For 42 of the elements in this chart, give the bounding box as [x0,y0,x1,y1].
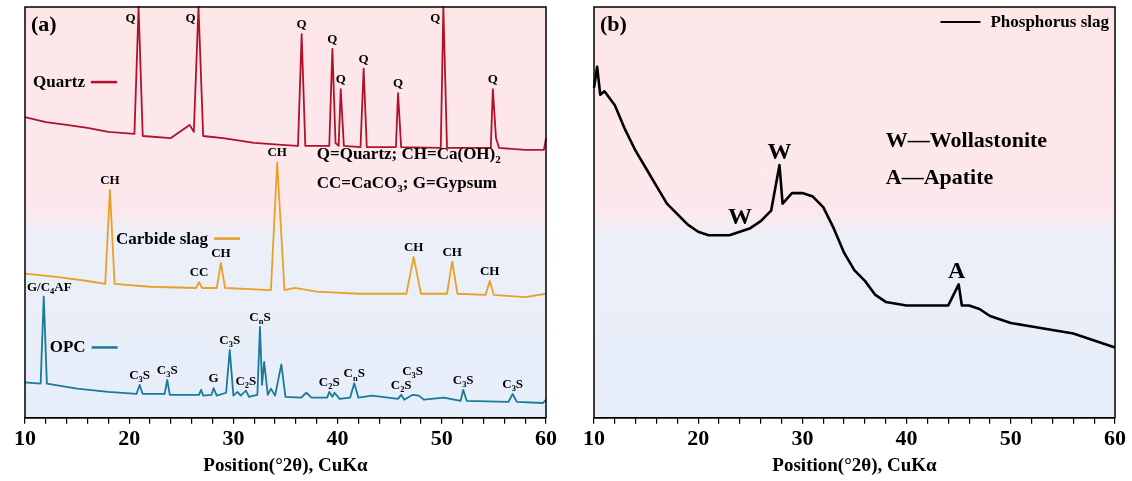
annotation: A—Apatite [885,164,994,190]
annotation: CH [100,171,120,187]
x-tick-label: 50 [999,424,1022,450]
x-tick-label: 30 [222,424,245,450]
x-tick-label: 40 [895,424,918,450]
x-tick-label: 40 [326,424,349,450]
annotation: G [208,370,219,386]
x-tick-label: 10 [14,424,36,450]
x-tick-label: 10 [583,424,605,450]
annotation: W—Wollastonite [885,126,1048,152]
annotation: Q [125,10,136,25]
annotation: Q [185,10,196,25]
x-tick-label: 60 [1104,424,1126,450]
annotation: Q [327,30,338,46]
annotation: Q [358,50,369,66]
annotation: CH [211,244,231,260]
x-tick-label: 20 [687,424,710,450]
annotation: Q [392,75,404,91]
x-axis-title: Position(°2θ), CuKα [203,453,369,476]
legend-label: Phosphorus slag [990,12,1110,31]
x-tick-label: 30 [791,424,814,450]
legend-label: OPC [49,337,86,357]
x-tick-label: 20 [118,424,141,450]
annotation: Q [335,71,346,87]
annotation: W [767,138,792,164]
x-tick-label: 50 [430,424,453,450]
chart-title: (a) [31,11,57,36]
annotation: Q [430,10,441,25]
annotation: W [727,202,752,229]
annotation: Q [487,71,498,87]
annotation: CH [403,239,424,255]
x-tick-label: 60 [535,424,557,450]
legend-label: Quartz [33,72,86,92]
annotation: CH [479,263,500,278]
annotation: CC [189,264,209,280]
annotation: A [947,257,966,284]
legend-label: Carbide slag [115,228,209,248]
annotation: CH [267,144,287,160]
chart-title: (b) [600,11,627,36]
annotation: Q [296,16,307,32]
x-axis-title: Position(°2θ), CuKα [772,453,938,476]
annotation: CH [442,243,462,259]
